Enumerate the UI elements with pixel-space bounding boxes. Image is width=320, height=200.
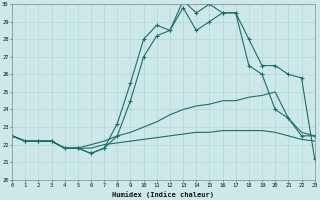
X-axis label: Humidex (Indice chaleur): Humidex (Indice chaleur) (112, 191, 214, 198)
